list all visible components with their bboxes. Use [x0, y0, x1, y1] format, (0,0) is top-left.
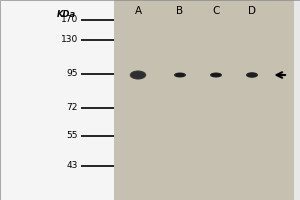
- Ellipse shape: [247, 73, 257, 77]
- Ellipse shape: [248, 74, 256, 76]
- Text: D: D: [248, 6, 256, 16]
- Ellipse shape: [246, 72, 258, 78]
- Ellipse shape: [176, 74, 184, 76]
- Text: 72: 72: [67, 104, 78, 112]
- Text: C: C: [212, 6, 220, 16]
- Text: 55: 55: [67, 132, 78, 140]
- Text: 95: 95: [67, 70, 78, 78]
- Ellipse shape: [133, 73, 143, 77]
- Text: B: B: [176, 6, 184, 16]
- Ellipse shape: [212, 74, 220, 76]
- Text: KDa: KDa: [56, 10, 76, 19]
- Ellipse shape: [130, 71, 146, 79]
- FancyBboxPatch shape: [114, 0, 294, 200]
- Text: 130: 130: [61, 36, 78, 45]
- Ellipse shape: [210, 72, 222, 77]
- Ellipse shape: [174, 72, 186, 77]
- Text: 170: 170: [61, 16, 78, 24]
- Text: 43: 43: [67, 162, 78, 170]
- Ellipse shape: [211, 73, 221, 77]
- FancyBboxPatch shape: [0, 0, 114, 200]
- Ellipse shape: [131, 71, 145, 79]
- Text: A: A: [134, 6, 142, 16]
- Ellipse shape: [175, 73, 185, 77]
